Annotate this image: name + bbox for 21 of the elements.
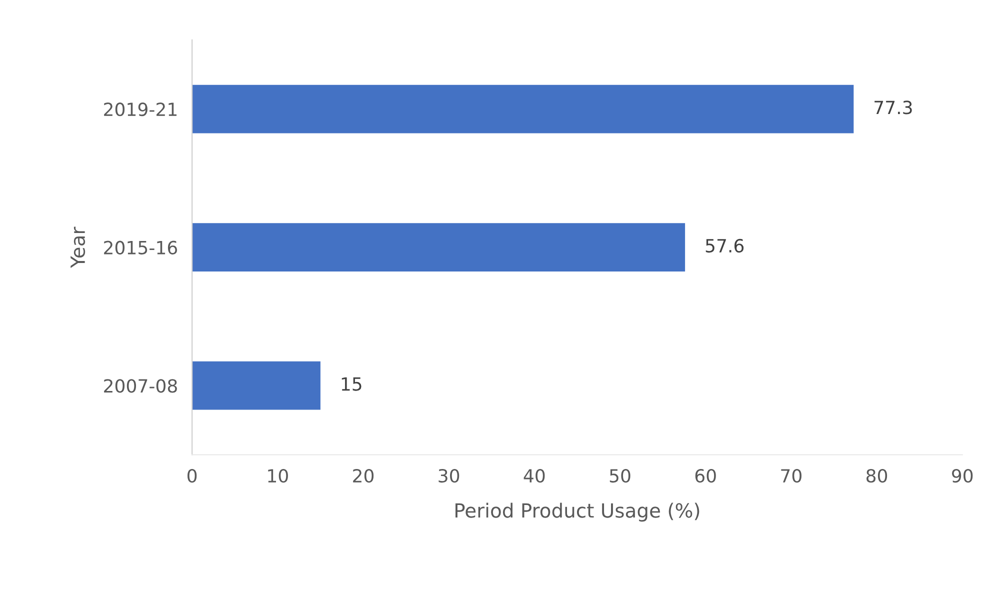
bar: [192, 361, 320, 410]
x-tick-label: 30: [438, 468, 460, 483]
bar: [192, 223, 686, 272]
data-label: 77.3: [874, 100, 912, 114]
x-tick-label: 70: [781, 468, 802, 483]
y-tick-label: 2007-08: [104, 379, 177, 393]
x-tick-label: 10: [268, 468, 288, 483]
data-label: 57.6: [706, 238, 744, 253]
data-label: 15: [342, 377, 362, 391]
y-tick-label: 2019-21: [104, 102, 177, 116]
x-tick-label: 40: [524, 468, 545, 483]
x-axis-title: Period Product Usage (%): [456, 502, 700, 522]
bar: [192, 84, 854, 134]
x-tick-label: 60: [695, 468, 716, 483]
x-tick-label: 20: [353, 468, 374, 483]
x-tick-label: 90: [952, 468, 973, 483]
y-tick-label: 2015-16: [104, 240, 178, 254]
x-tick-label: 50: [610, 468, 630, 483]
y-axis-title: Year: [70, 226, 86, 268]
x-tick-label: 80: [866, 468, 888, 483]
x-tick-label: 0: [188, 468, 197, 483]
